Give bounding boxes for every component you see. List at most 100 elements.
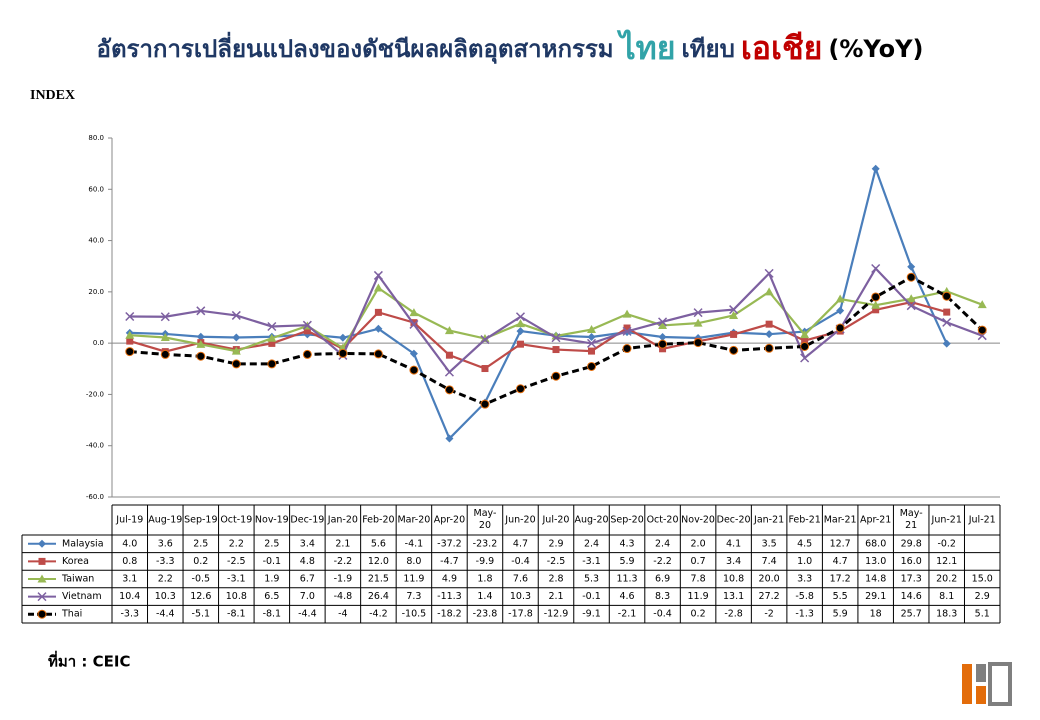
data-point bbox=[622, 309, 632, 318]
data-label: 5.9 bbox=[833, 609, 848, 620]
data-point bbox=[515, 319, 525, 328]
data-label: -3.1 bbox=[227, 574, 246, 585]
data-point bbox=[835, 323, 845, 333]
data-label: 18.3 bbox=[936, 609, 957, 620]
data-label: 17.3 bbox=[901, 574, 922, 585]
data-label: 68.0 bbox=[865, 538, 886, 549]
data-label: 7.4 bbox=[762, 556, 777, 567]
legend-label: Malaysia bbox=[62, 538, 104, 549]
data-label: 12.6 bbox=[190, 591, 211, 602]
data-label: 20.0 bbox=[759, 574, 780, 585]
data-point bbox=[444, 385, 454, 395]
data-label: 3.3 bbox=[797, 574, 812, 585]
data-point bbox=[302, 349, 312, 359]
data-point bbox=[196, 351, 206, 361]
x-tick-label: Aug-20 bbox=[574, 515, 608, 526]
x-tick-label: Oct-19 bbox=[220, 515, 252, 526]
data-label: 10.4 bbox=[119, 591, 140, 602]
data-point bbox=[658, 339, 668, 349]
data-label: 15.0 bbox=[972, 574, 993, 585]
y-tick-label: 40.0 bbox=[88, 237, 104, 245]
data-label: 8.0 bbox=[406, 556, 421, 567]
data-label: 2.4 bbox=[655, 538, 670, 549]
data-label: 12.7 bbox=[830, 538, 851, 549]
data-point bbox=[764, 343, 774, 353]
data-point bbox=[693, 308, 703, 318]
x-tick-label: Mar-20 bbox=[397, 515, 430, 526]
data-label: 12.0 bbox=[368, 556, 389, 567]
data-point bbox=[943, 308, 951, 316]
data-label: 5.3 bbox=[584, 574, 599, 585]
data-label: 2.4 bbox=[584, 538, 599, 549]
data-point bbox=[800, 330, 810, 339]
data-point bbox=[729, 345, 739, 355]
data-label: -17.8 bbox=[508, 609, 533, 620]
data-label: 7.6 bbox=[513, 574, 528, 585]
data-label: 29.8 bbox=[901, 538, 922, 549]
data-label: 0.2 bbox=[691, 609, 706, 620]
data-label: -0.4 bbox=[653, 609, 672, 620]
x-tick-label: Jan-21 bbox=[753, 515, 784, 526]
data-label: 1.4 bbox=[477, 591, 492, 602]
data-point bbox=[977, 300, 987, 309]
data-label: 29.1 bbox=[865, 591, 886, 602]
data-label: -0.2 bbox=[937, 538, 956, 549]
x-tick-label: Sep-20 bbox=[610, 515, 643, 526]
data-label: 3.6 bbox=[158, 538, 173, 549]
data-point bbox=[906, 294, 916, 303]
data-label: 0.7 bbox=[691, 556, 706, 567]
data-point bbox=[587, 332, 596, 341]
x-tick-label: Jul-19 bbox=[115, 515, 143, 526]
data-label: 4.5 bbox=[797, 538, 812, 549]
data-point bbox=[125, 311, 135, 322]
data-point bbox=[588, 347, 596, 355]
logo bbox=[962, 662, 1012, 706]
data-label: 8.1 bbox=[939, 591, 954, 602]
data-label: 2.2 bbox=[229, 538, 244, 549]
data-point bbox=[515, 384, 525, 394]
data-label: 6.7 bbox=[300, 574, 315, 585]
data-label: 26.4 bbox=[368, 591, 389, 602]
x-tick-label: Oct-20 bbox=[647, 515, 679, 526]
data-point bbox=[267, 321, 277, 332]
x-tick-label: Feb-20 bbox=[362, 515, 394, 526]
data-label: -1.9 bbox=[334, 574, 353, 585]
data-point bbox=[374, 308, 382, 316]
data-point bbox=[409, 308, 419, 317]
data-point bbox=[552, 346, 560, 354]
data-label: 3.5 bbox=[762, 538, 777, 549]
data-point bbox=[871, 292, 881, 302]
data-point bbox=[765, 320, 773, 328]
data-label: 0.2 bbox=[193, 556, 208, 567]
data-point bbox=[445, 434, 454, 443]
data-label: 1.9 bbox=[264, 574, 279, 585]
data-label: -10.5 bbox=[402, 609, 427, 620]
data-point bbox=[764, 268, 774, 278]
data-label: -0.5 bbox=[192, 574, 211, 585]
data-point bbox=[623, 324, 631, 332]
data-point bbox=[515, 312, 526, 322]
x-tick-label: May-21 bbox=[900, 508, 923, 531]
data-point bbox=[906, 301, 916, 311]
data-point bbox=[196, 332, 205, 341]
data-point bbox=[942, 317, 952, 327]
data-label: -4.7 bbox=[440, 556, 459, 567]
data-point bbox=[942, 291, 952, 301]
data-point bbox=[374, 324, 383, 333]
x-tick-label: Jan-20 bbox=[327, 515, 358, 526]
data-point bbox=[480, 334, 490, 343]
data-label: -2.5 bbox=[547, 556, 566, 567]
data-label: -5.8 bbox=[795, 591, 814, 602]
data-point bbox=[267, 359, 277, 369]
data-label: 20.2 bbox=[936, 574, 957, 585]
data-point bbox=[480, 399, 490, 409]
x-tick-label: Apr-21 bbox=[860, 515, 891, 526]
legend-marker bbox=[37, 609, 47, 619]
data-label: 13.0 bbox=[865, 556, 886, 567]
data-label: 10.8 bbox=[226, 591, 247, 602]
data-point bbox=[871, 164, 880, 173]
data-point bbox=[196, 339, 206, 348]
data-point bbox=[658, 317, 668, 327]
